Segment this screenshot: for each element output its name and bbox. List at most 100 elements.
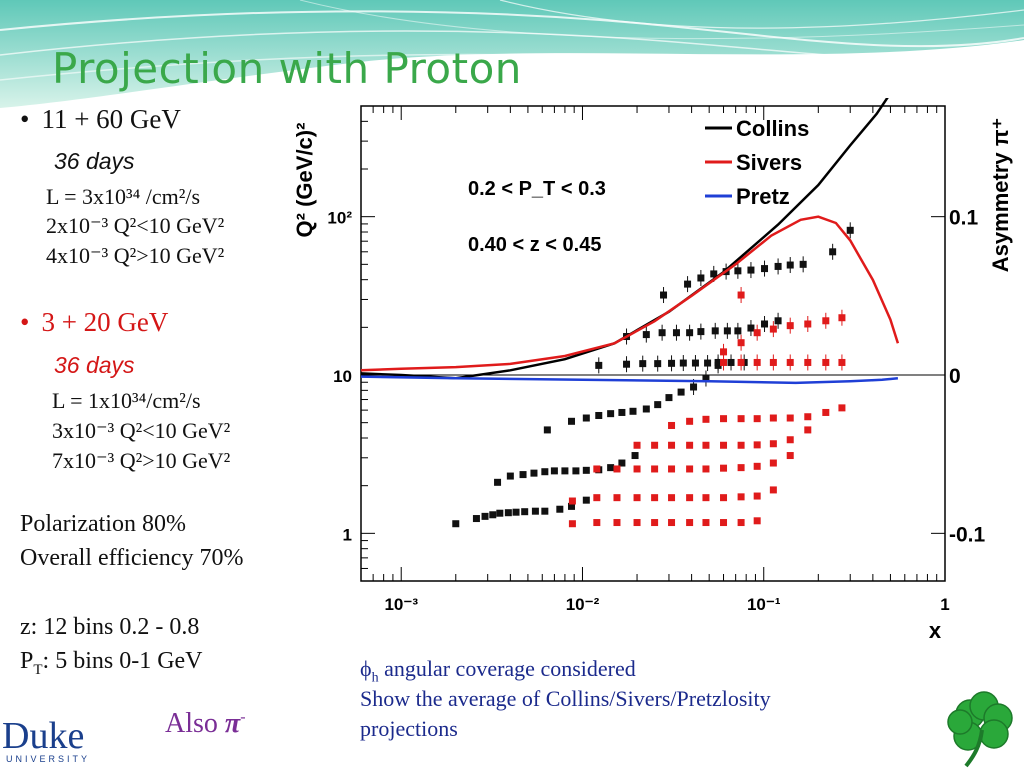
data-point — [593, 519, 601, 527]
data-point — [769, 440, 777, 448]
data-point — [786, 322, 794, 330]
days-2: 36 days — [54, 352, 135, 378]
data-point — [714, 358, 722, 366]
data-point — [651, 441, 659, 449]
data-point — [607, 464, 615, 472]
data-point — [727, 358, 735, 366]
data-point — [822, 358, 830, 366]
data-point — [734, 327, 742, 335]
data-point — [639, 360, 647, 368]
data-point — [702, 494, 710, 502]
data-point — [481, 512, 489, 520]
y-tick-label: 1 — [343, 525, 352, 544]
data-point — [804, 358, 812, 366]
data-point — [504, 509, 512, 517]
data-point — [702, 519, 710, 527]
data-point — [799, 260, 807, 268]
bullet-11-60: 11 + 60 GeV — [20, 104, 180, 135]
data-point — [720, 348, 728, 356]
data-point — [761, 320, 769, 328]
data-point — [753, 517, 761, 525]
data-point — [786, 414, 794, 422]
data-point — [654, 401, 662, 409]
x-tick-label: 1 — [940, 595, 949, 614]
data-point — [556, 505, 564, 513]
x-tick-label: 10⁻³ — [384, 595, 418, 614]
data-point — [668, 465, 676, 473]
data-point — [633, 519, 641, 527]
data-point — [613, 494, 621, 502]
data-point — [753, 358, 761, 366]
caption-line-1: ϕh angular coverage considered — [360, 656, 636, 686]
curve-pretz — [360, 375, 899, 385]
data-point — [658, 329, 666, 337]
data-point — [769, 459, 777, 467]
data-point — [753, 462, 761, 470]
data-point — [613, 519, 621, 527]
data-point — [720, 464, 728, 472]
data-point — [665, 394, 673, 402]
data-point — [607, 410, 615, 418]
data-point — [769, 358, 777, 366]
data-point — [686, 465, 694, 473]
data-point — [702, 375, 710, 383]
data-point — [720, 441, 728, 449]
data-point — [550, 467, 558, 475]
lumi-1: L = 3x10³⁴ /cm²/s — [46, 184, 201, 209]
data-point — [702, 441, 710, 449]
data-point — [631, 452, 639, 460]
efficiency: Overall efficiency 70% — [20, 545, 244, 571]
wave-banner — [0, 0, 1024, 108]
y-tick-label: 10² — [327, 209, 352, 228]
data-point — [668, 519, 676, 527]
data-point — [568, 502, 576, 510]
q2-high-1: 4x10⁻³ Q²>10 GeV² — [46, 243, 225, 268]
data-point — [737, 358, 745, 366]
x-tick-label: 10⁻² — [566, 595, 600, 614]
data-point — [734, 267, 742, 275]
projection-chart: 10⁻³ 10⁻² 10⁻¹ 1 x 1 10 10² Q² (GeV/c)² 0.1 0 -0.1 A… — [292, 98, 1013, 643]
phi-symbol: ϕ — [360, 656, 372, 681]
data-point — [452, 520, 460, 528]
data-point — [593, 494, 601, 502]
data-point — [633, 494, 641, 502]
data-point — [489, 511, 497, 519]
data-point — [737, 415, 745, 423]
data-point — [672, 329, 680, 337]
data-point — [723, 327, 731, 335]
data-point — [677, 388, 685, 396]
data-point — [568, 497, 576, 505]
data-point — [512, 508, 520, 516]
data-point — [629, 407, 637, 415]
data-point — [774, 317, 782, 325]
data-point — [494, 478, 502, 486]
days-1: 36 days — [54, 148, 135, 174]
data-point — [531, 507, 539, 515]
data-point — [668, 359, 676, 367]
data-point — [582, 414, 590, 422]
data-point — [582, 496, 590, 504]
data-point — [720, 494, 728, 502]
data-point — [710, 270, 718, 278]
caption-line-2: Show the average of Collins/Sivers/Pretz… — [360, 686, 771, 711]
pt-p: P — [20, 648, 34, 674]
data-point — [691, 359, 699, 367]
data-point — [668, 494, 676, 502]
data-point — [572, 467, 580, 475]
data-point — [769, 325, 777, 333]
pi-symbol: π — [224, 708, 241, 739]
z-bins: z: 12 bins 0.2 - 0.8 — [20, 614, 200, 640]
data-point — [720, 519, 728, 527]
data-point — [496, 509, 504, 517]
data-point — [786, 358, 794, 366]
x-axis-label: x — [929, 618, 942, 643]
data-point — [737, 339, 745, 347]
data-point — [697, 328, 705, 336]
data-point — [761, 265, 769, 273]
data-point — [613, 465, 621, 473]
data-point — [702, 415, 710, 423]
asym-tick-label: 0 — [949, 365, 961, 388]
data-point — [654, 360, 662, 368]
plot-frame — [360, 105, 946, 582]
data-point — [633, 441, 641, 449]
